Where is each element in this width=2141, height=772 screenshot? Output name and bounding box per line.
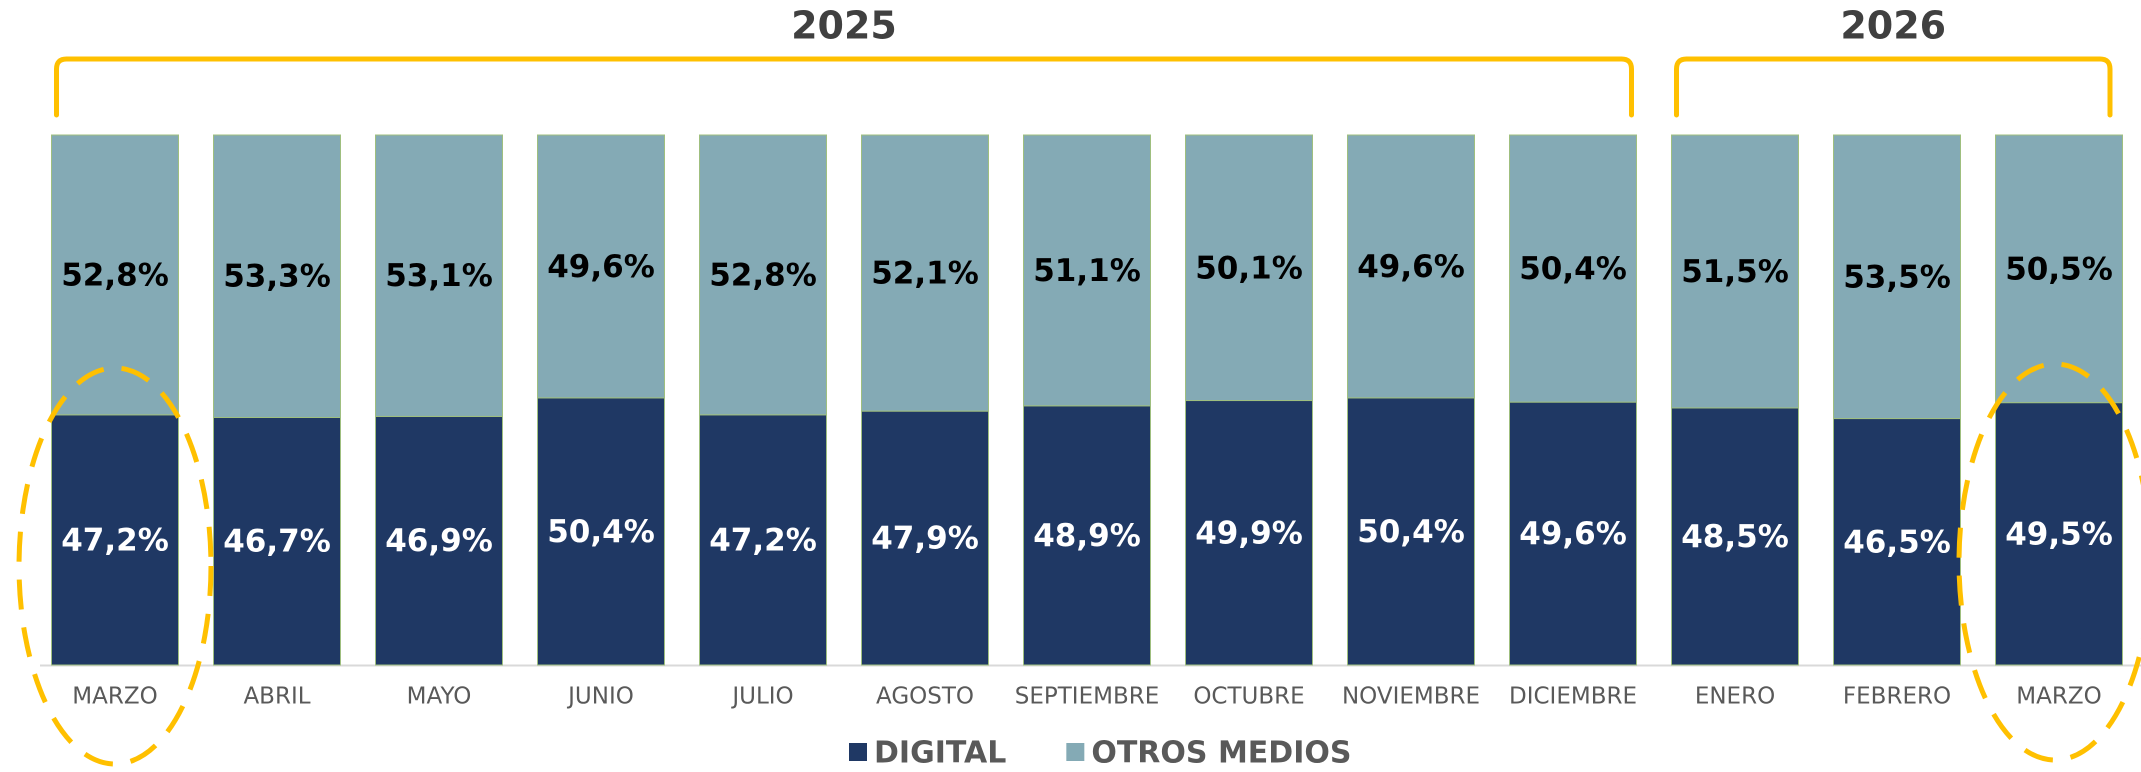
x-tick-label: MAYO [407, 684, 472, 710]
bar-segment [1347, 397, 1475, 666]
data-label: 50,4% [547, 514, 655, 550]
bar-segment [1671, 134, 1799, 409]
bar-segment [1347, 134, 1475, 399]
bar-segment [1995, 402, 2123, 666]
bar-segment [375, 415, 503, 666]
data-label: 52,1% [871, 256, 979, 292]
data-label: 50,4% [1519, 251, 1627, 287]
bar-segment [213, 416, 341, 666]
data-label: 49,9% [1195, 515, 1303, 551]
x-tick-label: OCTUBRE [1193, 684, 1304, 710]
legend-label: OTROS MEDIOS [1091, 736, 1351, 771]
bar-segment [1509, 134, 1637, 403]
bar-segment [699, 134, 827, 416]
x-tick-label: MARZO [2016, 684, 2101, 710]
bar-segment [1833, 418, 1961, 666]
bar-segment [213, 134, 341, 418]
bar-segment [375, 134, 503, 417]
data-label: 52,8% [709, 257, 817, 293]
data-label: 47,2% [709, 522, 817, 558]
year-bracket [1674, 56, 2113, 118]
legend-swatch [1066, 743, 1085, 761]
bar-segment [1185, 400, 1313, 666]
highlight-ellipse [16, 365, 214, 767]
data-label: 50,4% [1357, 514, 1465, 550]
bar-segment [1185, 134, 1313, 402]
data-label: 46,7% [223, 524, 331, 560]
data-label: 53,3% [223, 259, 331, 295]
data-label: 53,1% [385, 258, 493, 294]
bar-segment [699, 414, 827, 666]
legend-label: DIGITAL [874, 736, 1006, 771]
bar-segment [537, 134, 665, 399]
bar-segment [1023, 405, 1151, 666]
data-label: 48,9% [1033, 518, 1141, 554]
year-label: 2025 [791, 4, 897, 48]
data-label: 50,1% [1195, 250, 1303, 286]
bar-segment [51, 414, 179, 666]
bar-segment [861, 134, 989, 412]
data-label: 46,5% [1843, 524, 1951, 560]
x-tick-label: NOVIEMBRE [1342, 684, 1480, 710]
bar-segment [861, 410, 989, 666]
data-label: 49,6% [1357, 249, 1465, 285]
bar-segment [1023, 134, 1151, 407]
x-tick-label: DICIEMBRE [1509, 684, 1637, 710]
x-tick-label: JUNIO [566, 684, 634, 710]
bar-segment [51, 134, 179, 416]
year-label: 2026 [1840, 4, 1946, 48]
bar-segment [1509, 401, 1637, 666]
x-tick-label: FEBRERO [1843, 684, 1951, 710]
data-label: 47,2% [61, 522, 169, 558]
x-tick-label: SEPTIEMBRE [1015, 684, 1160, 710]
x-tick-label: MARZO [72, 684, 157, 710]
data-label: 46,9% [385, 523, 493, 559]
x-tick-label: JULIO [730, 684, 793, 710]
legend-swatch [849, 743, 867, 761]
data-label: 47,9% [871, 521, 979, 557]
x-tick-label: AGOSTO [876, 684, 974, 710]
data-label: 52,8% [61, 257, 169, 293]
data-label: 49,5% [2005, 516, 2113, 552]
data-label: 49,6% [1519, 516, 1627, 552]
data-label: 51,1% [1033, 253, 1141, 289]
data-label: 53,5% [1843, 259, 1951, 295]
bar-segment [537, 397, 665, 666]
bar-segment [1995, 134, 2123, 404]
data-label: 48,5% [1681, 519, 1789, 555]
data-label: 49,6% [547, 249, 655, 285]
year-bracket [54, 56, 1634, 118]
bar-segment [1671, 407, 1799, 666]
x-tick-label: ABRIL [243, 684, 310, 710]
x-tick-label: ENERO [1695, 684, 1775, 710]
data-label: 51,5% [1681, 254, 1789, 290]
bar-segment [1833, 134, 1961, 420]
data-label: 50,5% [2005, 251, 2113, 287]
